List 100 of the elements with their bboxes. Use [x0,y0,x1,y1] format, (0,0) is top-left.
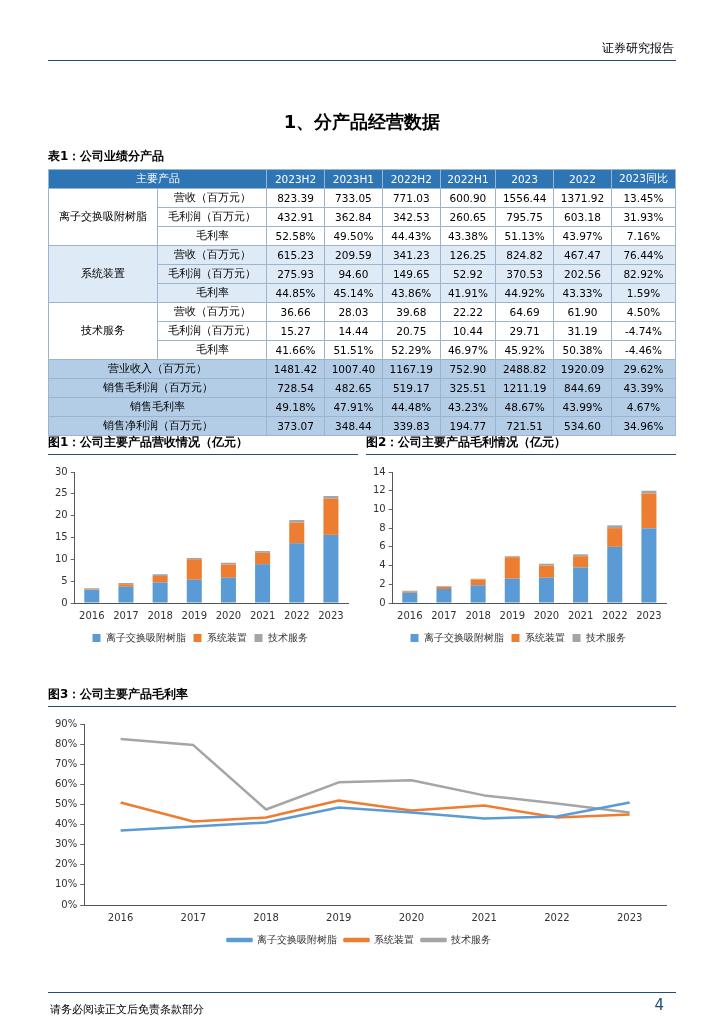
text: 823.39 [277,192,314,204]
text: 44.92% [504,287,545,299]
text: 47.91% [333,401,374,413]
legend-label: 离子交换吸附树脂 [256,933,337,945]
y-tick-label: 0 [61,596,68,608]
x-tick-label: 2022 [284,609,310,621]
text: 离子交换吸附树脂 [59,210,148,222]
text: 209.59 [335,249,372,261]
x-tick-label: 2019 [326,911,352,923]
y-tick-label: 10 [54,552,68,564]
category-label: 2023H2 [266,169,325,189]
text: 44.48% [391,401,432,413]
text: 48.67% [504,401,545,413]
text: 28.03 [338,306,369,318]
y-tick-label: 14 [372,465,386,477]
text: 149.65 [392,268,430,280]
y-tick-label: 80% [54,737,78,749]
category-label: 2022H2 [382,169,441,189]
x-tick-label: 2021 [249,609,276,621]
text: 342.53 [392,211,430,223]
chart-title: 图3：公司主要产品毛利率 [48,686,676,707]
text: -4.46% [624,344,663,356]
text: 39.68 [396,306,427,318]
text: 毛利率 [195,229,229,241]
text: 31.93% [623,211,664,223]
text: 7.16% [626,230,661,242]
x-tick-label: 2022 [544,911,570,923]
text: 534.60 [564,420,601,432]
y-tick-label: 70% [54,757,78,769]
legend-label: 系统装置 [206,631,247,643]
text: 46.97% [447,344,488,356]
text: 824.82 [506,249,543,261]
y-tick-label: 20 [54,509,68,521]
text: 41.66% [275,344,316,356]
x-tick-label: 2016 [397,609,423,621]
x-tick-label: 2017 [431,609,457,621]
text: 毛利润（百万元） [168,210,257,222]
legend-label: 系统装置 [373,933,414,945]
text: 194.77 [449,420,487,432]
text: 752.90 [449,363,487,375]
text: 52.92 [452,268,483,280]
text: 表1：公司业绩分产品 [48,148,166,165]
x-tick-label: 2018 [147,609,173,621]
text: 45.14% [333,287,374,299]
y-tick-label: 20% [54,858,78,870]
text: 1167.19 [389,363,433,375]
text: 14.44 [338,325,369,337]
x-tick-label: 2019 [181,609,208,621]
text: 1、分产品经营数据 [282,110,442,134]
y-tick-label: 30% [54,838,78,850]
legend-label: 离子交换吸附树脂 [423,631,504,643]
text: 15.27 [280,325,311,337]
text: 325.51 [449,382,487,394]
x-tick-label: 2020 [398,911,425,923]
x-tick-label: 2019 [499,609,526,621]
text: 339.83 [392,420,430,432]
text: 20.75 [396,325,427,337]
category-label: 2023同比 [611,169,676,189]
x-tick-label: 2021 [567,609,594,621]
text: 毛利润（百万元） [168,267,257,279]
text: 销售净利润（百万元） [102,419,213,431]
text: 29.62% [623,363,664,375]
legend-label: 离子交换吸附树脂 [105,631,186,643]
text: 373.07 [277,420,314,432]
text: 519.17 [392,382,430,394]
text: 营收（百万元） [173,191,251,203]
text: 49.18% [275,401,316,413]
text: 34.96% [623,420,664,432]
y-tick-label: 0% [61,898,78,910]
text: 50.38% [562,344,603,356]
y-tick-label: 12 [372,484,386,496]
text: 营收（百万元） [173,248,251,260]
x-tick-label: 2018 [465,609,491,621]
y-tick-label: 5 [61,574,68,586]
text: 43.86% [391,287,432,299]
y-tick-label: 50% [54,798,78,810]
y-tick-label: 10 [372,503,386,515]
text: 销售毛利润（百万元） [102,381,213,393]
y-tick-label: 10% [54,878,78,890]
category-label: 2022H1 [440,169,496,189]
text: 4.50% [626,306,661,318]
text: 毛利率 [195,343,229,355]
x-tick-label: 2023 [318,609,344,621]
category-label: 主要产品 [48,169,267,189]
text: 10.44 [452,325,483,337]
legend-label: 技术服务 [266,631,308,643]
text: 43.33% [562,287,603,299]
text: 43.97% [562,230,603,242]
text: 2488.82 [502,363,547,375]
text: 482.65 [335,382,372,394]
text: 362.84 [335,211,372,223]
text: 771.03 [392,192,430,204]
y-tick-label: 4 [379,559,386,571]
text: 1371.92 [560,192,605,204]
text: 1.59% [626,287,661,299]
text: 603.18 [564,211,601,223]
text: 4.67% [626,401,661,413]
text: 43.99% [562,401,603,413]
text: 请务必阅读正文后免责条款部分 [50,1002,204,1017]
legend-label: 技术服务 [449,933,491,945]
